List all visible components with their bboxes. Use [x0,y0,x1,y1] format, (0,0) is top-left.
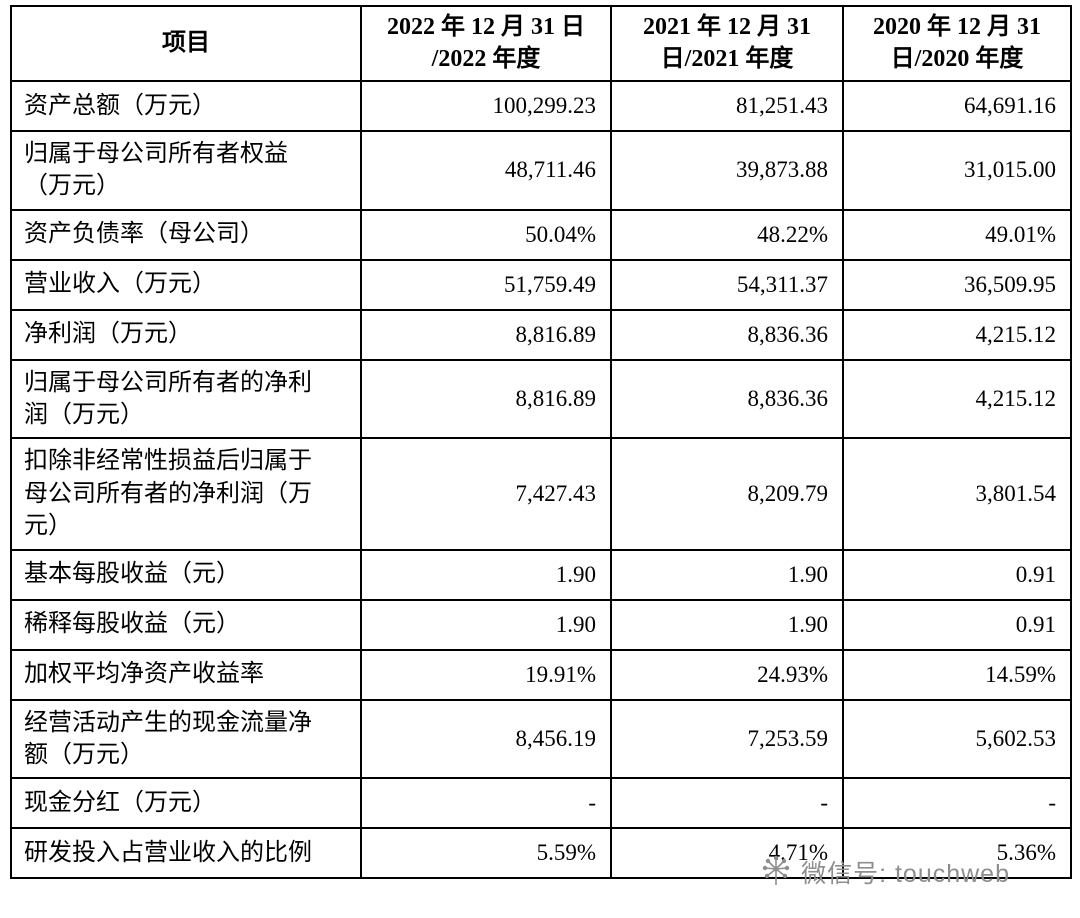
table-row: 净利润（万元） 8,816.89 8,836.36 4,215.12 [10,308,1072,361]
value-2021: 4.71% [610,827,844,880]
value-2021: - [610,777,844,830]
value-2020: 3,801.54 [842,437,1072,551]
value-2022: - [360,777,612,830]
row-label: 归属于母公司所有者权益 （万元） [10,129,362,211]
value-2022: 50.04% [360,208,612,261]
value-2021: 1.90 [610,598,844,651]
value-2022: 1.90 [360,548,612,601]
row-label: 资产负债率（母公司） [10,208,362,261]
value-2020: 5.36% [842,827,1072,880]
row-label: 归属于母公司所有者的净利 润（万元） [10,358,362,440]
value-2020: 31,015.00 [842,129,1072,211]
value-2021: 48.22% [610,208,844,261]
table-row: 扣除非经常性损益后归属于 母公司所有者的净利润（万 元） 7,427.43 8,… [10,437,1072,551]
row-label: 扣除非经常性损益后归属于 母公司所有者的净利润（万 元） [10,437,362,551]
table-row: 基本每股收益（元） 1.90 1.90 0.91 [10,548,1072,601]
table-row: 研发投入占营业收入的比例 5.59% 4.71% 5.36% [10,827,1072,880]
row-label: 基本每股收益（元） [10,548,362,601]
value-2022: 48,711.46 [360,129,612,211]
value-2020: 0.91 [842,548,1072,601]
value-2020: 36,509.95 [842,258,1072,311]
header-2021: 2021 年 12 月 31 日/2021 年度 [610,5,844,82]
financial-summary-table: 项目 2022 年 12 月 31 日 /2022 年度 2021 年 12 月… [10,5,1072,880]
row-label: 稀释每股收益（元） [10,598,362,651]
table-row: 资产总额（万元） 100,299.23 81,251.43 64,691.16 [10,79,1072,132]
value-2020: 14.59% [842,648,1072,701]
row-label: 研发投入占营业收入的比例 [10,827,362,880]
value-2020: 49.01% [842,208,1072,261]
value-2021: 7,253.59 [610,698,844,780]
value-2022: 19.91% [360,648,612,701]
table-row: 稀释每股收益（元） 1.90 1.90 0.91 [10,598,1072,651]
row-label: 现金分红（万元） [10,777,362,830]
value-2020: 4,215.12 [842,358,1072,440]
value-2021: 1.90 [610,548,844,601]
header-item: 项目 [10,5,362,82]
table-row: 现金分红（万元） - - - [10,777,1072,830]
value-2022: 5.59% [360,827,612,880]
watermark: 微信号: touchweb [759,854,1010,890]
value-2021: 8,836.36 [610,358,844,440]
value-2020: 4,215.12 [842,308,1072,361]
value-2022: 51,759.49 [360,258,612,311]
table-row: 资产负债率（母公司） 50.04% 48.22% 49.01% [10,208,1072,261]
row-label: 加权平均净资产收益率 [10,648,362,701]
value-2020: - [842,777,1072,830]
value-2021: 24.93% [610,648,844,701]
value-2021: 39,873.88 [610,129,844,211]
value-2022: 100,299.23 [360,79,612,132]
table-row: 归属于母公司所有者权益 （万元） 48,711.46 39,873.88 31,… [10,129,1072,211]
value-2020: 64,691.16 [842,79,1072,132]
table-header-row: 项目 2022 年 12 月 31 日 /2022 年度 2021 年 12 月… [10,5,1072,82]
table-row: 营业收入（万元） 51,759.49 54,311.37 36,509.95 [10,258,1072,311]
dandelion-icon [759,855,793,889]
header-2020: 2020 年 12 月 31 日/2020 年度 [842,5,1072,82]
value-2022: 8,816.89 [360,308,612,361]
row-label: 营业收入（万元） [10,258,362,311]
value-2021: 81,251.43 [610,79,844,132]
table-row: 加权平均净资产收益率 19.91% 24.93% 14.59% [10,648,1072,701]
header-2022: 2022 年 12 月 31 日 /2022 年度 [360,5,612,82]
value-2022: 8,456.19 [360,698,612,780]
value-2021: 54,311.37 [610,258,844,311]
table-row: 归属于母公司所有者的净利 润（万元） 8,816.89 8,836.36 4,2… [10,358,1072,440]
value-2022: 7,427.43 [360,437,612,551]
value-2020: 5,602.53 [842,698,1072,780]
table-row: 经营活动产生的现金流量净 额（万元） 8,456.19 7,253.59 5,6… [10,698,1072,780]
row-label: 净利润（万元） [10,308,362,361]
value-2022: 1.90 [360,598,612,651]
value-2022: 8,816.89 [360,358,612,440]
value-2020: 0.91 [842,598,1072,651]
value-2021: 8,836.36 [610,308,844,361]
row-label: 资产总额（万元） [10,79,362,132]
watermark-text: 微信号: touchweb [801,860,1010,888]
value-2021: 8,209.79 [610,437,844,551]
row-label: 经营活动产生的现金流量净 额（万元） [10,698,362,780]
